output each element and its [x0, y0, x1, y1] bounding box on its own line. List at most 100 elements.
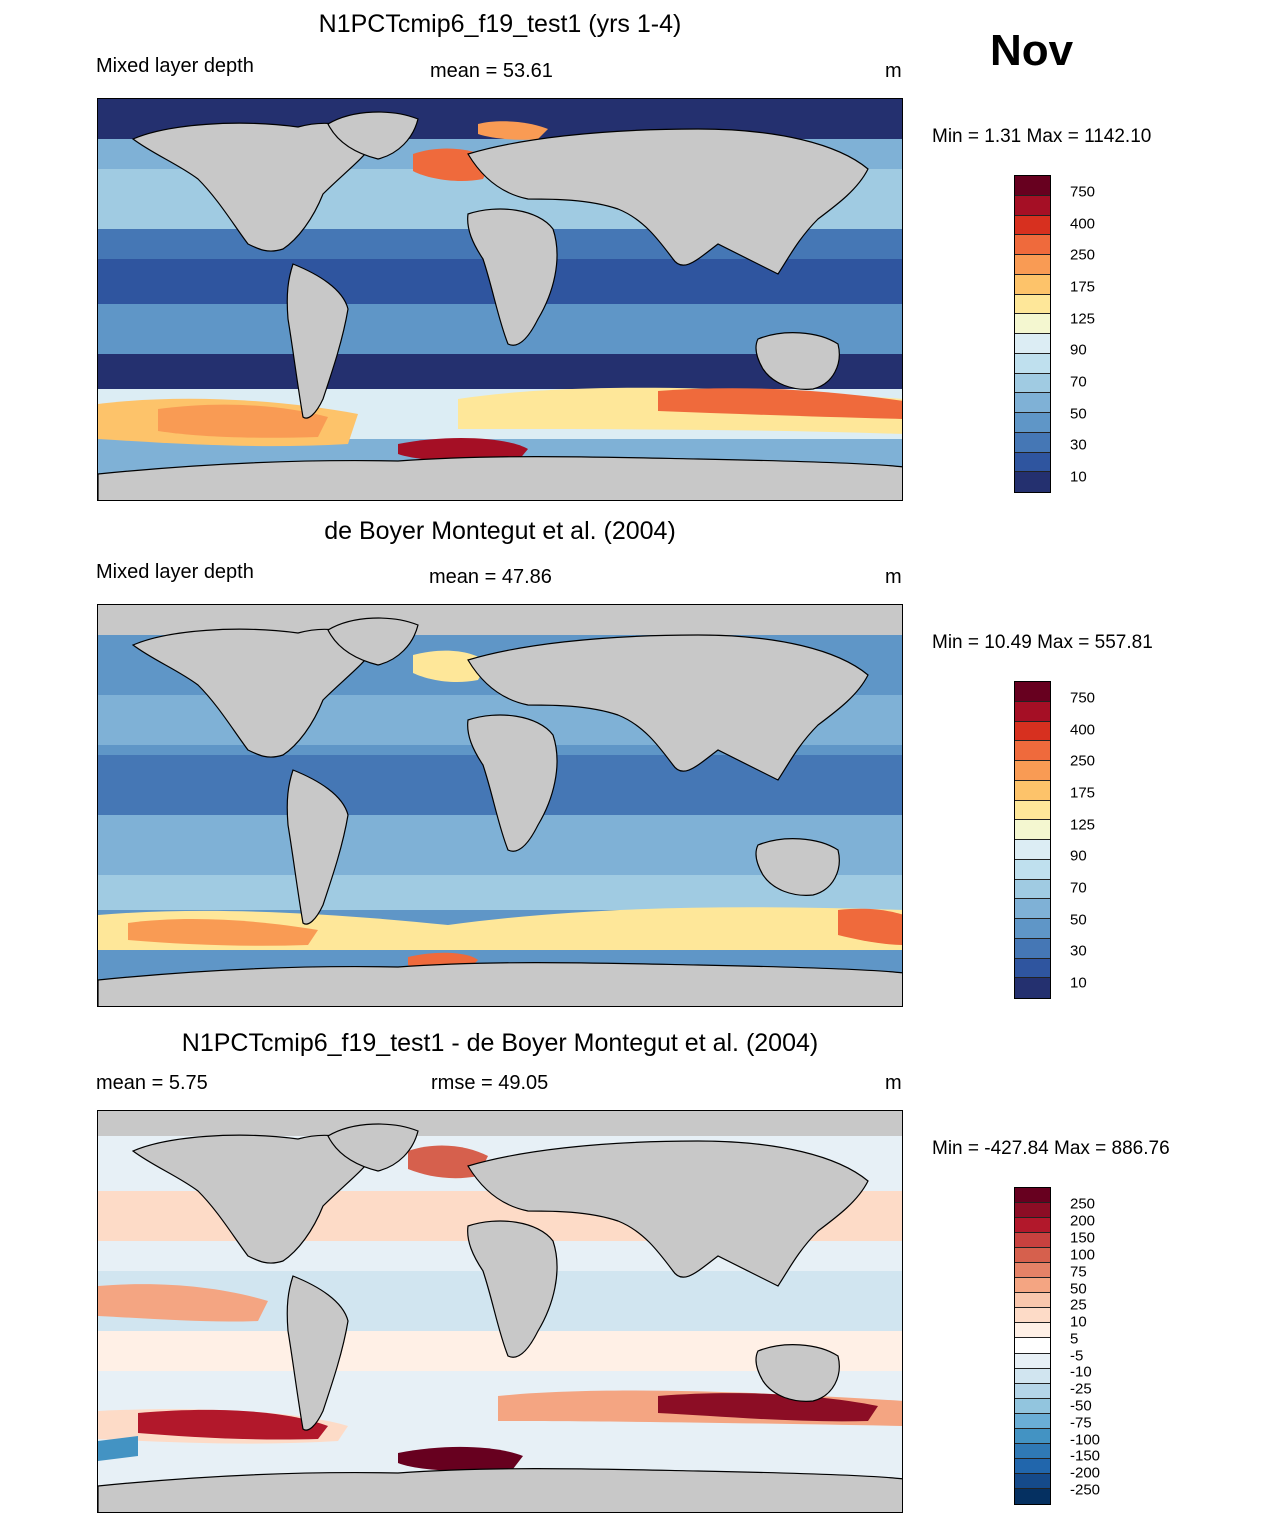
colorbar-box	[1015, 761, 1050, 781]
panel2-cbar-label: 10	[1070, 974, 1087, 992]
panel1-cbar-label: 400	[1070, 215, 1096, 233]
panel3-cbar-label: 100	[1070, 1246, 1096, 1264]
colorbar-box	[1015, 1368, 1050, 1384]
colorbar-box	[1015, 432, 1050, 453]
panel2-minmax: Min = 10.49 Max = 557.81	[932, 632, 1153, 653]
panel3-units: m	[885, 1072, 902, 1094]
panel3-cbar-label: -10	[1070, 1363, 1092, 1381]
colorbar-box	[1015, 294, 1050, 315]
colorbar-box	[1015, 919, 1050, 939]
colorbar-box	[1015, 1248, 1050, 1264]
panel1-cbar-label: 30	[1070, 436, 1087, 454]
panel2-cbar-label: 175	[1070, 784, 1096, 802]
colorbar-box	[1015, 1203, 1050, 1219]
panel2-cbar-label: 30	[1070, 942, 1087, 960]
panel3-cbar-label: -5	[1070, 1347, 1084, 1365]
colorbar-box	[1015, 780, 1050, 801]
panel2-colorbar	[1014, 681, 1051, 999]
colorbar-box	[1015, 1458, 1050, 1474]
panel3-map-svg	[98, 1111, 902, 1512]
panel3-cbar-label: 50	[1070, 1280, 1087, 1298]
colorbar-box	[1015, 1338, 1050, 1354]
colorbar-box	[1015, 820, 1050, 840]
colorbar-box	[1015, 413, 1050, 433]
colorbar-box	[1015, 314, 1050, 334]
panel1-variable-label: Mixed layer depth	[96, 55, 254, 77]
colorbar-box	[1015, 1398, 1050, 1414]
colorbar-box	[1015, 334, 1050, 354]
panel2-colorbar-boxes	[1015, 682, 1050, 998]
panel2-cbar-label: 250	[1070, 752, 1096, 770]
panel2-map-svg	[98, 605, 902, 1006]
colorbar-box	[1015, 958, 1050, 979]
colorbar-box	[1015, 235, 1050, 255]
colorbar-box	[1015, 701, 1050, 722]
panel1-cbar-label: 250	[1070, 246, 1096, 264]
panel1-map	[97, 98, 903, 501]
colorbar-box	[1015, 452, 1050, 473]
panel3-cbar-label: 10	[1070, 1313, 1087, 1331]
panel2-variable-label: Mixed layer depth	[96, 561, 254, 583]
colorbar-box	[1015, 1443, 1050, 1459]
colorbar-box	[1015, 1188, 1050, 1204]
panel2-cbar-label: 90	[1070, 847, 1087, 865]
panel2-cbar-label: 50	[1070, 911, 1087, 929]
panel3-colorbar	[1014, 1187, 1051, 1505]
panel3-colorbar-boxes	[1015, 1188, 1050, 1504]
panel3-cbar-label: 200	[1070, 1212, 1096, 1230]
panel1-minmax: Min = 1.31 Max = 1142.10	[932, 126, 1152, 147]
colorbar-box	[1015, 840, 1050, 860]
panel2-title: de Boyer Montegut et al. (2004)	[324, 517, 676, 545]
panel2-cbar-label: 125	[1070, 816, 1096, 834]
colorbar-box	[1015, 682, 1050, 702]
colorbar-box	[1015, 353, 1050, 374]
panel1-cbar-label: 175	[1070, 278, 1096, 296]
panel3-mean-label: mean = 5.75	[96, 1072, 208, 1094]
colorbar-box	[1015, 373, 1050, 394]
panel1-units: m	[885, 60, 902, 82]
panel1-title: N1PCTcmip6_f19_test1 (yrs 1-4)	[318, 10, 682, 38]
panel1-colorbar	[1014, 175, 1051, 493]
panel3-title: N1PCTcmip6_f19_test1 - de Boyer Montegut…	[181, 1029, 819, 1057]
panel1-cbar-label: 750	[1070, 183, 1096, 201]
colorbar-box	[1015, 472, 1050, 492]
colorbar-box	[1015, 393, 1050, 413]
colorbar-box	[1015, 1353, 1050, 1369]
panel3-cbar-label: 150	[1070, 1229, 1096, 1247]
panel2-mean-label: mean = 47.86	[429, 566, 552, 588]
colorbar-box	[1015, 1428, 1050, 1444]
panel3-cbar-label: -150	[1070, 1447, 1101, 1465]
panel2-cbar-label: 750	[1070, 689, 1096, 707]
panel3-map	[97, 1110, 903, 1513]
panel1-colorbar-boxes	[1015, 176, 1050, 492]
panel1-map-svg	[98, 99, 902, 500]
colorbar-box	[1015, 938, 1050, 959]
panel3-cbar-label: -100	[1070, 1431, 1101, 1449]
panel3-minmax: Min = -427.84 Max = 886.76	[932, 1138, 1170, 1159]
colorbar-box	[1015, 255, 1050, 275]
panel2-cbar-label: 400	[1070, 721, 1096, 739]
colorbar-box	[1015, 176, 1050, 196]
month-label: Nov	[990, 26, 1074, 75]
colorbar-box	[1015, 1233, 1050, 1249]
colorbar-box	[1015, 1263, 1050, 1279]
colorbar-box	[1015, 1323, 1050, 1339]
colorbar-box	[1015, 978, 1050, 998]
panel1-cbar-label: 90	[1070, 341, 1087, 359]
colorbar-box	[1015, 1488, 1050, 1504]
colorbar-box	[1015, 1218, 1050, 1234]
panel1-mean-label: mean = 53.61	[430, 60, 553, 82]
colorbar-box	[1015, 1383, 1050, 1399]
panel2-map	[97, 604, 903, 1007]
colorbar-box	[1015, 1473, 1050, 1489]
panel3-rmse-label: rmse = 49.05	[431, 1072, 549, 1094]
colorbar-box	[1015, 859, 1050, 880]
panel1-cbar-label: 70	[1070, 373, 1087, 391]
panel3-cbar-label: -25	[1070, 1380, 1092, 1398]
panel3-cbar-label: -50	[1070, 1397, 1092, 1415]
panel1-cbar-label: 125	[1070, 310, 1096, 328]
colorbar-box	[1015, 800, 1050, 821]
panel3-cbar-label: 250	[1070, 1195, 1096, 1213]
panel3-cbar-label: -200	[1070, 1464, 1101, 1482]
panel1-cbar-label: 50	[1070, 405, 1087, 423]
